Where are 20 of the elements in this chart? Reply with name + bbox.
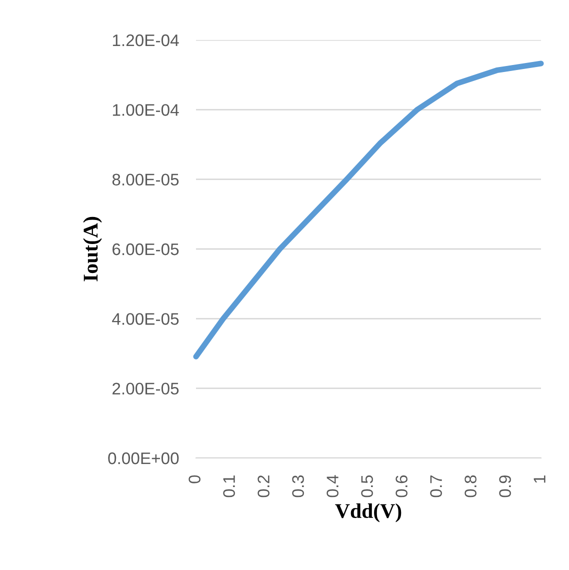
x-tick-label: 0	[188, 475, 200, 484]
x-tick-label: 0.8	[464, 475, 476, 498]
x-tick-label: 0.2	[258, 476, 270, 498]
x-axis-title: Vdd(V)	[335, 503, 402, 522]
y-tick-label: 1.20E-04	[112, 34, 179, 46]
x-tick-label: 0.9	[499, 475, 511, 498]
x-tick-label: 0.6	[396, 475, 408, 498]
x-tick-label: 1	[534, 475, 546, 483]
y-tick-label: 6.00E-05	[112, 243, 179, 256]
x-tick-label: 0.7	[430, 476, 442, 498]
y-tick-label: 1.00E-04	[112, 104, 179, 116]
y-tick-label: 4.00E-05	[112, 313, 179, 325]
x-tick-label: 0.1	[223, 475, 235, 498]
y-tick-label: 2.00E-05	[112, 382, 179, 395]
y-tick-label: 0.00E+00	[108, 452, 179, 464]
x-tick-label: 0.4	[326, 475, 338, 498]
x-tick-label: 0.3	[292, 475, 304, 498]
x-tick-label: 0.5	[361, 475, 373, 498]
y-tick-label: 8.00E-05	[112, 174, 179, 186]
y-axis-title: Iout(A)	[83, 216, 102, 282]
